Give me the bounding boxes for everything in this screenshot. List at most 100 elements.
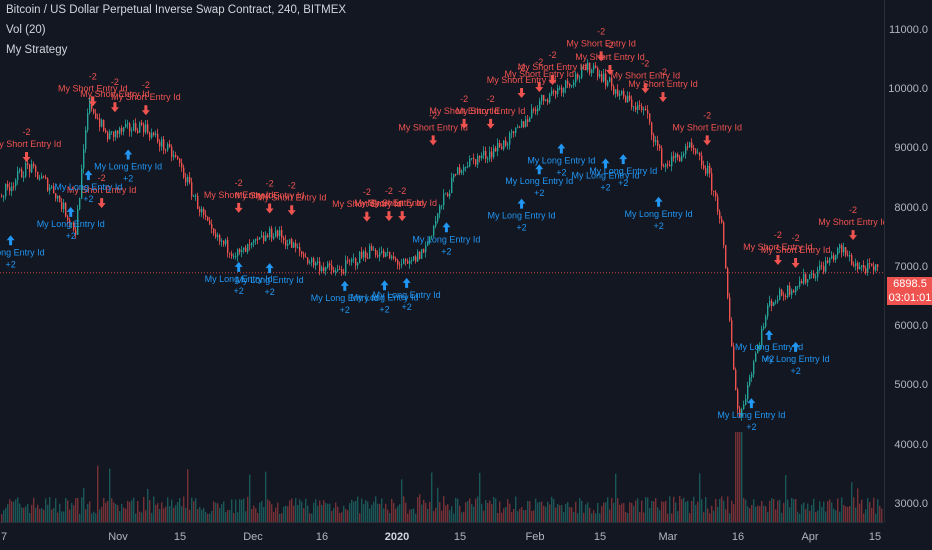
- candle-body: [433, 226, 435, 236]
- candle-body: [755, 353, 757, 362]
- candle-body: [169, 144, 171, 147]
- volume-bar: [361, 498, 363, 522]
- candle-body: [415, 256, 417, 262]
- volume-bar: [681, 499, 683, 522]
- candle-body: [731, 320, 733, 347]
- volume-bar: [523, 510, 525, 522]
- candle-body: [469, 158, 471, 167]
- candle-body: [425, 245, 427, 253]
- long-entry-arrow: [124, 149, 133, 160]
- volume-bar: [265, 471, 267, 522]
- volume-bar: [451, 506, 453, 522]
- volume-bar: [757, 505, 759, 522]
- volume-bar: [5, 508, 7, 522]
- volume-bar: [735, 432, 737, 522]
- candle-body: [817, 269, 819, 277]
- chart-plot-area[interactable]: -2 My Short Entry Id -2 My Short Entry Id -2…: [0, 0, 888, 522]
- volume-bar: [167, 497, 169, 522]
- volume-indicator-label[interactable]: Vol (20): [6, 24, 46, 36]
- candle-body: [865, 268, 867, 274]
- volume-bar: [507, 499, 509, 522]
- volume-bar: [577, 513, 579, 522]
- volume-bar: [649, 508, 651, 522]
- candle-body: [229, 252, 231, 254]
- short-entry-qty: -2: [460, 94, 468, 104]
- candle-body: [519, 126, 521, 128]
- short-entry-label: My Short Entry Id: [111, 92, 181, 102]
- time-tick: Dec: [243, 531, 263, 543]
- candle-body: [89, 97, 91, 113]
- volume-bar: [553, 499, 555, 522]
- volume-bar: [745, 499, 747, 522]
- volume-bar: [491, 504, 493, 522]
- candle-body: [9, 187, 11, 192]
- candle-body: [697, 153, 699, 155]
- candle-body: [627, 95, 629, 103]
- candle-body: [467, 166, 469, 168]
- symbol-title[interactable]: Bitcoin / US Dollar Perpetual Inverse Sw…: [6, 4, 347, 16]
- short-entry-qty: -2: [111, 77, 119, 87]
- long-entry-qty: +2: [264, 287, 274, 297]
- volume-bar: [155, 504, 157, 522]
- candle-body: [659, 145, 661, 149]
- volume-bar: [777, 500, 779, 522]
- candle-body: [783, 295, 785, 297]
- long-entry-arrow: [6, 235, 15, 246]
- candle-body: [77, 209, 79, 235]
- volume-bar: [67, 500, 69, 522]
- volume-bar: [217, 503, 219, 522]
- short-entry-label: My Short Entry Id: [518, 62, 588, 72]
- volume-bar: [765, 506, 767, 522]
- candle-body: [109, 131, 111, 140]
- candle-body: [727, 268, 729, 298]
- volume-bar: [235, 499, 237, 522]
- candle-body: [873, 266, 875, 271]
- volume-bar: [29, 512, 31, 522]
- volume-bar: [475, 498, 477, 522]
- candle-body: [443, 193, 445, 206]
- candle-body: [485, 150, 487, 159]
- volume-bar: [91, 513, 93, 522]
- volume-bar: [159, 509, 161, 522]
- short-entry-qty: -2: [792, 233, 800, 243]
- volume-bar: [609, 509, 611, 522]
- volume-bar: [637, 498, 639, 522]
- candle-body: [107, 132, 109, 140]
- volume-bar: [405, 502, 407, 522]
- volume-bar: [291, 498, 293, 522]
- candle-body: [19, 169, 21, 171]
- candle-body: [185, 177, 187, 183]
- time-axis[interactable]: 7 Nov 15 Dec 16 2020 15 Feb 15 Mar 16 Ap…: [0, 522, 884, 550]
- volume-bar: [93, 511, 95, 522]
- candle-body: [735, 369, 737, 390]
- candle-body: [439, 206, 441, 214]
- price-axis[interactable]: 11000.0 10000.0 9000.0 8000.0 7000.0 600…: [884, 0, 932, 522]
- volume-bar: [347, 510, 349, 522]
- strategy-label[interactable]: My Strategy: [6, 44, 68, 56]
- volume-bar: [813, 498, 815, 522]
- volume-bar: [429, 501, 431, 522]
- candle-body: [707, 165, 709, 174]
- short-entry-arrow: [265, 203, 274, 214]
- candle-body: [121, 128, 123, 132]
- volume-bar: [663, 501, 665, 522]
- candle-body: [341, 269, 343, 272]
- price-chart[interactable]: -2 My Short Entry Id -2 My Short Entry Id -2…: [0, 0, 888, 522]
- candle-body: [619, 94, 621, 96]
- volume-bar: [231, 499, 233, 522]
- candle-body: [679, 157, 681, 161]
- candle-body: [667, 164, 669, 166]
- candle-body: [239, 249, 241, 252]
- volume-bar: [19, 503, 21, 522]
- volume-bar: [177, 502, 179, 522]
- candle-body: [677, 154, 679, 158]
- candle-body: [69, 219, 71, 224]
- volume-bar: [641, 500, 643, 522]
- candle-body: [199, 208, 201, 213]
- candle-body: [715, 191, 717, 197]
- volume-bar: [173, 507, 175, 522]
- volume-bar: [157, 503, 159, 522]
- volume-bar: [635, 500, 637, 522]
- volume-bar: [141, 512, 143, 522]
- time-tick: 16: [315, 531, 329, 543]
